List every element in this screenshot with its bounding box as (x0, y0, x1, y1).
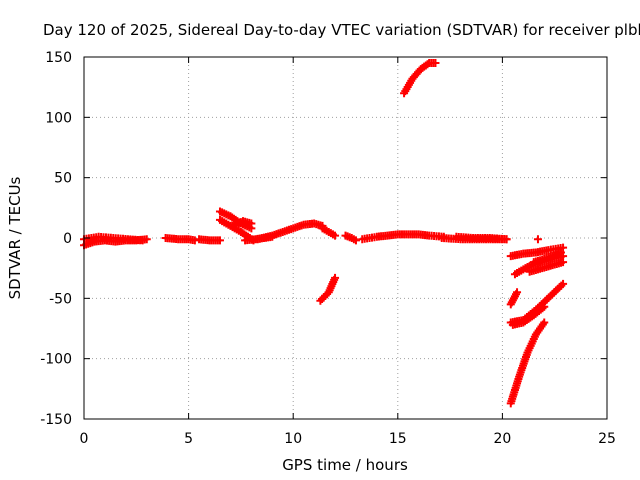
y-tick-label: -150 (40, 412, 72, 428)
data-point (331, 231, 340, 240)
data-point (559, 258, 568, 267)
series-sat-arc-23 (525, 258, 568, 276)
data-point (556, 248, 565, 257)
series-sat-arc-3 (161, 234, 199, 245)
series-sat-arc-19 (508, 302, 549, 329)
data-point (502, 235, 511, 244)
data-point (215, 236, 224, 245)
x-tick-label: 10 (284, 431, 302, 447)
x-tick-label: 5 (184, 431, 193, 447)
y-tick-label: 100 (45, 110, 72, 126)
x-tick-label: 15 (389, 431, 407, 447)
data-point (559, 243, 568, 252)
y-axis-label: SDTVAR / TECUs (6, 176, 24, 299)
series-sat-arc-10 (318, 224, 340, 240)
axis-ticks: 0 5 10 15 20 25 -150 -100 -50 0 50 100 150 (40, 50, 616, 447)
series-sat-arc-17 (506, 318, 549, 408)
data-point (247, 219, 256, 228)
series-sat-arc-20 (506, 288, 522, 309)
x-tick-label: 20 (493, 431, 511, 447)
series-sat-arc-12 (341, 231, 360, 245)
data-point (431, 59, 440, 68)
data-points (80, 59, 568, 408)
data-point (138, 236, 147, 245)
data-point (540, 302, 549, 311)
series-sat-arc-24 (529, 248, 565, 267)
series-sat-arc-25 (533, 235, 542, 244)
series-sat-arc-11 (316, 273, 340, 305)
data-point (331, 273, 340, 282)
series-sat-arc-16 (452, 232, 511, 244)
y-tick-label: 50 (54, 171, 72, 187)
data-point (540, 318, 549, 327)
y-tick-label: 150 (45, 50, 72, 66)
data-point (351, 236, 360, 245)
data-point (513, 288, 522, 297)
series-sat-arc-14 (400, 59, 440, 98)
y-tick-label: -100 (40, 352, 72, 368)
series-sat-arc-21 (506, 243, 568, 261)
x-axis-label: GPS time / hours (282, 456, 408, 474)
series-sat-arc-9 (253, 219, 327, 244)
chart-title: Day 120 of 2025, Sidereal Day-to-day VTE… (43, 21, 640, 39)
y-tick-label: 0 (63, 231, 72, 247)
x-tick-label: 25 (598, 431, 616, 447)
y-tick-label: -50 (49, 291, 72, 307)
data-point (142, 235, 151, 244)
series-sat-arc-13 (358, 230, 448, 244)
data-point (533, 235, 542, 244)
series-sat-arc-4 (195, 235, 224, 245)
data-point (559, 279, 568, 288)
x-tick-label: 0 (80, 431, 89, 447)
series-sat-arc-7 (228, 217, 256, 230)
